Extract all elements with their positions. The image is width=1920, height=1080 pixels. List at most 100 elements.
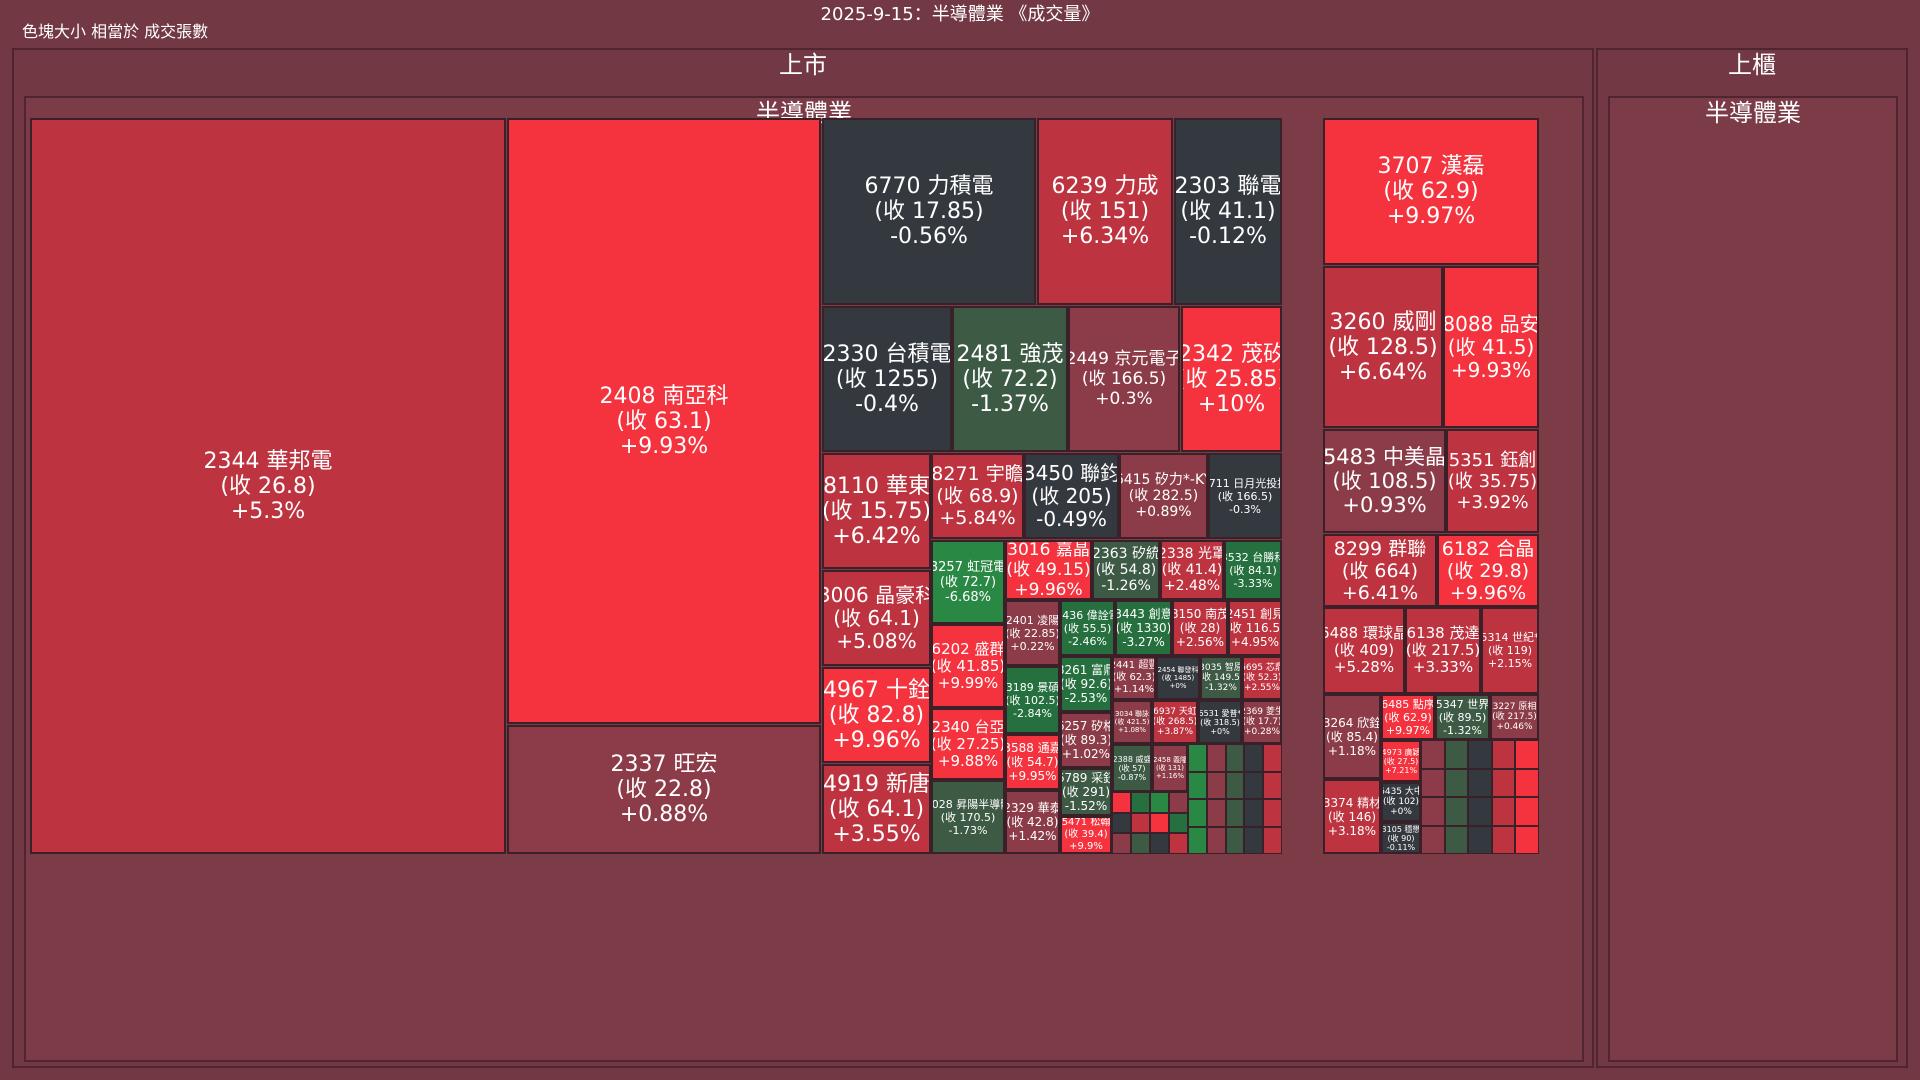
treemap-tile[interactable]: 8110 華東 (收 15.75) +6.42%: [822, 453, 931, 569]
treemap-tile[interactable]: 5471 松翰 (收 39.4) +9.9%: [1060, 816, 1112, 854]
treemap-tile-small[interactable]: [1131, 833, 1150, 854]
treemap-tile-small[interactable]: [1263, 744, 1282, 772]
treemap-tile-small[interactable]: [1444, 797, 1469, 826]
treemap-tile[interactable]: 6415 矽力*-KY (收 282.5) +0.89%: [1119, 453, 1208, 539]
treemap-tile[interactable]: 3105 穩懋 (收 90) -0.11%: [1381, 822, 1421, 854]
treemap-tile-small[interactable]: [1206, 744, 1226, 772]
treemap-tile-small[interactable]: [1150, 792, 1169, 813]
treemap-tile-small[interactable]: [1188, 826, 1207, 854]
treemap-tile-small[interactable]: [1150, 833, 1169, 854]
treemap-tile-small[interactable]: [1225, 826, 1245, 854]
treemap-tile-small[interactable]: [1421, 740, 1445, 769]
treemap-tile-small[interactable]: [1169, 833, 1188, 854]
treemap-tile-small[interactable]: [1491, 740, 1516, 769]
treemap-tile[interactable]: 2449 京元電子 (收 166.5) +0.3%: [1068, 306, 1180, 452]
treemap-tile-small[interactable]: [1169, 792, 1188, 813]
treemap-tile-small[interactable]: [1206, 771, 1226, 799]
treemap-tile[interactable]: 2481 強茂 (收 72.2) -1.37%: [952, 306, 1068, 452]
treemap-tile-small[interactable]: [1263, 799, 1282, 827]
treemap-tile[interactable]: 2338 光罩 (收 41.4) +2.48%: [1160, 540, 1224, 600]
treemap-tile-small[interactable]: [1206, 799, 1226, 827]
treemap-tile-small[interactable]: [1468, 797, 1492, 826]
treemap-tile[interactable]: 6138 茂達 (收 217.5) +3.33%: [1405, 607, 1481, 694]
treemap-tile-small[interactable]: [1515, 768, 1539, 797]
treemap-tile[interactable]: 6695 芯鼎 (收 52.3) +2.55%: [1242, 656, 1282, 700]
treemap-tile-small[interactable]: [1206, 826, 1226, 854]
treemap-tile-small[interactable]: [1491, 797, 1516, 826]
treemap-tile[interactable]: 3588 通嘉 (收 54.7) +9.95%: [1005, 734, 1060, 790]
treemap-tile[interactable]: 3034 聯詠 (收 421.5) +1.08%: [1112, 700, 1152, 744]
treemap-tile[interactable]: 5351 鈺創 (收 35.75) +3.92%: [1446, 429, 1539, 533]
treemap-tile[interactable]: 6239 力成 (收 151) +6.34%: [1037, 118, 1173, 305]
treemap-tile-small[interactable]: [1169, 812, 1188, 834]
treemap-tile[interactable]: 2458 義隆 (收 131) +1.16%: [1152, 744, 1188, 792]
treemap-tile[interactable]: 3443 創意 (收 1330) -3.27%: [1115, 600, 1172, 656]
treemap-tile[interactable]: 2363 矽統 (收 54.8) -1.26%: [1092, 540, 1160, 600]
treemap-tile[interactable]: 2342 茂矽 (收 25.85) +10%: [1181, 306, 1282, 452]
treemap-tile[interactable]: 8271 宇瞻 (收 68.9) +5.84%: [931, 453, 1024, 539]
treemap-tile[interactable]: 8088 品安 (收 41.5) +9.93%: [1443, 266, 1539, 428]
treemap-tile[interactable]: 2401 凌陽 (收 22.85) +0.22%: [1005, 600, 1060, 666]
treemap-tile-small[interactable]: [1244, 771, 1264, 799]
treemap-tile[interactable]: 6485 點序 (收 62.9) +9.97%: [1381, 694, 1435, 740]
treemap-tile[interactable]: 3189 景碩 (收 102.5) -2.84%: [1005, 666, 1060, 734]
treemap-tile[interactable]: 8299 群聯 (收 664) +6.41%: [1323, 534, 1437, 607]
treemap-tile-small[interactable]: [1112, 792, 1131, 813]
treemap-tile-small[interactable]: [1112, 812, 1131, 834]
treemap-tile[interactable]: 5314 世紀* (收 119) +2.15%: [1481, 607, 1539, 694]
treemap-tile[interactable]: 3257 虹冠電 (收 72.7) -6.68%: [931, 540, 1005, 624]
treemap-tile-small[interactable]: [1421, 797, 1445, 826]
treemap-tile[interactable]: 5347 世界 (收 89.5) -1.32%: [1435, 694, 1490, 740]
treemap-tile[interactable]: 2369 菱生 (收 17.7) +0.28%: [1242, 700, 1282, 744]
treemap-tile[interactable]: 4967 十銓 (收 82.8) +9.96%: [822, 667, 931, 763]
treemap-tile-small[interactable]: [1150, 812, 1169, 834]
treemap-tile[interactable]: 3264 欣銓 (收 85.4) +1.18%: [1323, 694, 1381, 779]
treemap-tile-small[interactable]: [1491, 825, 1516, 854]
treemap-tile-small[interactable]: [1244, 744, 1264, 772]
treemap-tile-small[interactable]: [1263, 771, 1282, 799]
treemap-tile[interactable]: 2451 創見 (收 116.5) +4.95%: [1228, 600, 1282, 656]
treemap-tile[interactable]: 2454 聯發科 (收 1485) +0%: [1156, 656, 1200, 700]
treemap-tile[interactable]: 3006 晶豪科 (收 64.1) +5.08%: [822, 570, 931, 666]
treemap-tile-small[interactable]: [1188, 771, 1207, 799]
treemap-tile-small[interactable]: [1263, 826, 1282, 854]
treemap-tile[interactable]: 3532 台勝科(收 84.1)-3.33%: [1224, 540, 1282, 600]
treemap-tile[interactable]: 2303 聯電 (收 41.1) -0.12%: [1174, 118, 1282, 305]
treemap-tile[interactable]: 6202 盛群 (收 41.85) +9.99%: [931, 624, 1005, 708]
treemap-tile-small[interactable]: [1244, 799, 1264, 827]
treemap-tile[interactable]: 3260 威剛 (收 128.5) +6.64%: [1323, 266, 1443, 428]
treemap-tile[interactable]: 6182 合晶 (收 29.8) +9.96%: [1437, 534, 1539, 607]
treemap-tile[interactable]: 8261 富鼎(收 92.6)-2.53%: [1060, 656, 1112, 712]
treemap-tile-small[interactable]: [1444, 768, 1469, 797]
treemap-tile-small[interactable]: [1515, 797, 1539, 826]
treemap-tile[interactable]: 6789 采鈺(收 291)-1.52%: [1060, 768, 1112, 816]
treemap-tile-small[interactable]: [1491, 768, 1516, 797]
treemap-tile[interactable]: 2337 旺宏 (收 22.8) +0.88%: [507, 725, 821, 854]
treemap-tile-small[interactable]: [1444, 825, 1469, 854]
treemap-tile[interactable]: 3227 原相 (收 217.5) +0.46%: [1490, 694, 1539, 740]
treemap-tile-small[interactable]: [1112, 833, 1131, 854]
treemap-tile[interactable]: 6770 力積電 (收 17.85) -0.56%: [822, 118, 1036, 305]
treemap-tile-small[interactable]: [1515, 825, 1539, 854]
treemap-tile[interactable]: 6488 環球晶 (收 409) +5.28%: [1323, 607, 1405, 694]
treemap-tile[interactable]: 8028 昇陽半導體(收 170.5)-1.73%: [931, 780, 1005, 854]
treemap-tile[interactable]: 2441 超豐 (收 62.3) +1.14%: [1112, 656, 1156, 700]
treemap-tile-small[interactable]: [1188, 799, 1207, 827]
treemap-tile-small[interactable]: [1468, 825, 1492, 854]
treemap-tile[interactable]: 3450 聯鈞 (收 205) -0.49%: [1024, 453, 1119, 539]
treemap-tile-small[interactable]: [1468, 740, 1492, 769]
treemap-tile[interactable]: 5483 中美晶 (收 108.5) +0.93%: [1323, 429, 1446, 533]
treemap-tile[interactable]: 2408 南亞科 (收 63.1) +9.93%: [507, 118, 821, 724]
treemap-tile[interactable]: 2436 偉詮電(收 55.5)-2.46%: [1060, 600, 1115, 656]
treemap-tile-small[interactable]: [1131, 792, 1150, 813]
treemap-tile-small[interactable]: [1225, 771, 1245, 799]
treemap-tile-small[interactable]: [1225, 799, 1245, 827]
treemap-tile-small[interactable]: [1131, 812, 1150, 834]
treemap-tile[interactable]: 2388 威盛 (收 57) -0.87%: [1112, 744, 1152, 792]
treemap-tile[interactable]: 8150 南茂 (收 28) +2.56%: [1172, 600, 1228, 656]
treemap-tile-small[interactable]: [1244, 826, 1264, 854]
treemap-tile[interactable]: 2329 華泰 (收 42.8) +1.42%: [1005, 790, 1060, 854]
treemap-tile-small[interactable]: [1444, 740, 1469, 769]
treemap-tile[interactable]: 4973 廣穎 (收 27.5) +7.21%: [1381, 740, 1421, 782]
treemap-tile-small[interactable]: [1225, 744, 1245, 772]
